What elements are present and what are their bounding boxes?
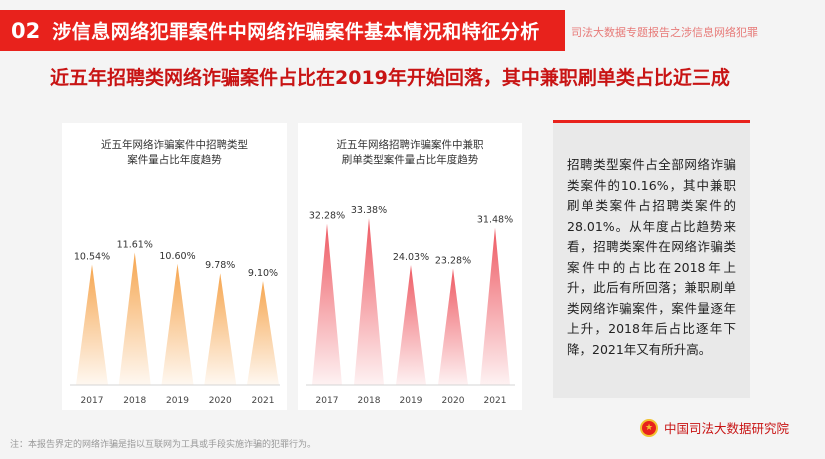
slide-headline: 近五年招聘类网络诈骗案件占比在2019年开始回落，其中兼职刷单类占比近三成 bbox=[50, 67, 730, 89]
chart-title-parttime: 近五年网络招聘诈骗案件中兼职 刷单类型案件量占比年度趋势 bbox=[298, 138, 522, 168]
parttime-share-chart: 32.28% 2017 33.38% 2018 24.03% 2019 23.28% 2020… bbox=[306, 205, 515, 406]
data-label: 24.03% bbox=[393, 252, 429, 263]
summary-text-box: 招聘类型案件占全部网络诈骗类案件的10.16%，其中兼职刷单类案件占招聘类案件的… bbox=[553, 120, 750, 398]
x-tick-label: 2020 bbox=[209, 396, 232, 406]
report-subtitle: 司法大数据专题报告之涉信息网络犯罪 bbox=[571, 26, 758, 39]
org-logo: ★ 中国司法大数据研究院 bbox=[640, 418, 789, 437]
data-label: 10.60% bbox=[159, 251, 195, 262]
data-label: 11.61% bbox=[117, 239, 153, 250]
data-peak bbox=[118, 252, 151, 385]
data-label: 9.10% bbox=[248, 268, 278, 279]
section-header: 02 涉信息网络犯罪案件中网络诈骗案件基本情况和特征分析 bbox=[0, 10, 565, 51]
section-number: 02 bbox=[11, 18, 41, 43]
org-name: 中国司法大数据研究院 bbox=[664, 421, 790, 436]
data-peak bbox=[161, 263, 194, 385]
x-tick-label: 2020 bbox=[442, 396, 465, 406]
data-peak bbox=[247, 281, 279, 385]
chart-title-line: 近五年网络招聘诈骗案件中兼职 bbox=[336, 139, 484, 151]
court-emblem-icon: ★ bbox=[640, 418, 658, 437]
chart-title-line: 近五年网络诈骗案件中招聘类型 bbox=[101, 139, 248, 151]
chart-panel-recruitment: 近五年网络诈骗案件中招聘类型 案件量占比年度趋势 10.54% 2017 11.61… bbox=[62, 123, 287, 410]
x-tick-label: 2019 bbox=[400, 396, 423, 406]
data-label: 10.54% bbox=[74, 252, 110, 263]
section-title: 涉信息网络犯罪案件中网络诈骗案件基本情况和特征分析 bbox=[52, 21, 540, 43]
data-peak bbox=[438, 268, 468, 385]
chart-title-line: 刷单类型案件量占比年度趋势 bbox=[341, 154, 479, 166]
summary-text: 招聘类型案件占全部网络诈骗类案件的10.16%，其中兼职刷单类案件占招聘类案件的… bbox=[567, 157, 736, 357]
x-tick-label: 2017 bbox=[81, 396, 104, 406]
data-peak bbox=[396, 264, 426, 385]
data-label: 32.28% bbox=[309, 211, 345, 222]
data-label: 9.78% bbox=[205, 260, 235, 271]
data-peak bbox=[76, 264, 108, 385]
x-tick-label: 2017 bbox=[316, 396, 339, 406]
x-tick-label: 2018 bbox=[358, 396, 381, 406]
data-label: 31.48% bbox=[477, 215, 513, 226]
data-label: 23.28% bbox=[435, 256, 471, 267]
x-tick-label: 2018 bbox=[123, 396, 146, 406]
data-peak bbox=[312, 223, 342, 385]
chart-title-line: 案件量占比年度趋势 bbox=[127, 154, 222, 166]
data-peak bbox=[354, 218, 384, 385]
chart-title-recruitment: 近五年网络诈骗案件中招聘类型 案件量占比年度趋势 bbox=[62, 138, 287, 168]
chart-panel-parttime: 近五年网络招聘诈骗案件中兼职 刷单类型案件量占比年度趋势 32.28% 2017 3… bbox=[298, 123, 522, 410]
data-label: 33.38% bbox=[351, 205, 387, 216]
x-tick-label: 2021 bbox=[484, 396, 507, 406]
data-peak bbox=[480, 227, 510, 385]
x-tick-label: 2019 bbox=[166, 396, 189, 406]
recruitment-share-chart: 10.54% 2017 11.61% 2018 10.60% 2019 9.78% 2020 9… bbox=[70, 239, 280, 406]
data-peak bbox=[204, 273, 237, 385]
x-tick-label: 2021 bbox=[252, 396, 275, 406]
footnote: 注：本报告界定的网络诈骗是指以互联网为工具或手段实施诈骗的犯罪行为。 bbox=[10, 440, 317, 450]
